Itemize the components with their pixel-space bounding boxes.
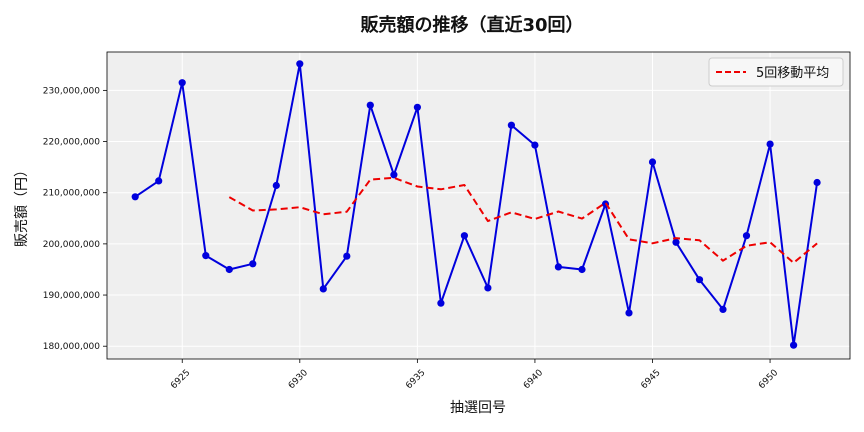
series-layer — [131, 60, 821, 349]
data-point — [742, 232, 751, 240]
data-point — [366, 101, 374, 109]
data-point — [719, 305, 727, 313]
data-point — [225, 265, 233, 274]
x-axis: 6925 6930 6935 6940 6945 6950 — [169, 359, 780, 391]
data-point — [390, 171, 398, 179]
data-point — [131, 193, 139, 201]
data-point — [460, 232, 468, 240]
y-tick-label: 200,000,000 — [43, 240, 101, 250]
legend-label-moving-average: 5回移動平均 — [756, 66, 829, 81]
data-point — [202, 252, 210, 260]
data-point — [319, 285, 327, 293]
y-axis: 180,000,000 190,000,000 200,000,000 210,000… — [43, 86, 107, 352]
data-point — [531, 141, 539, 149]
x-axis-label: 抽選回号 — [450, 400, 506, 416]
x-tick-label: 6930 — [287, 368, 310, 391]
data-point — [578, 265, 586, 274]
y-tick-label: 190,000,000 — [43, 291, 101, 301]
x-tick-label: 6925 — [169, 368, 192, 391]
x-tick-label: 6935 — [404, 368, 427, 391]
data-point — [766, 140, 774, 148]
data-point — [672, 238, 680, 246]
data-point — [413, 103, 421, 111]
data-point — [625, 309, 633, 317]
data-point — [272, 181, 280, 190]
data-point — [507, 121, 515, 129]
series-line-moving-average — [228, 176, 818, 264]
chart-title: 販売額の推移（直近30回） — [360, 14, 583, 36]
y-tick-label: 230,000,000 — [43, 86, 101, 96]
y-tick-label: 220,000,000 — [43, 138, 101, 148]
data-point — [695, 276, 704, 284]
plot-frame — [106, 51, 851, 360]
series-line-sales — [134, 62, 819, 347]
y-axis-label: 販売額（円） — [14, 163, 30, 247]
y-tick-label: 210,000,000 — [43, 189, 101, 199]
plot-area — [107, 52, 850, 359]
y-tick-label: 180,000,000 — [43, 342, 101, 352]
data-point — [343, 252, 351, 260]
data-point — [155, 177, 163, 185]
data-point — [249, 260, 257, 268]
data-point — [813, 178, 821, 187]
data-point — [484, 284, 492, 292]
data-point — [790, 341, 798, 349]
x-tick-label: 6945 — [639, 368, 662, 391]
x-tick-label: 6950 — [757, 368, 780, 391]
grid — [107, 52, 850, 359]
data-point — [648, 158, 657, 166]
x-tick-label: 6940 — [522, 368, 545, 391]
data-point — [178, 79, 186, 87]
legend-box — [708, 57, 844, 87]
data-point — [296, 60, 304, 68]
legend: 5回移動平均 — [708, 57, 844, 87]
data-point — [437, 299, 445, 307]
data-point — [554, 263, 563, 271]
